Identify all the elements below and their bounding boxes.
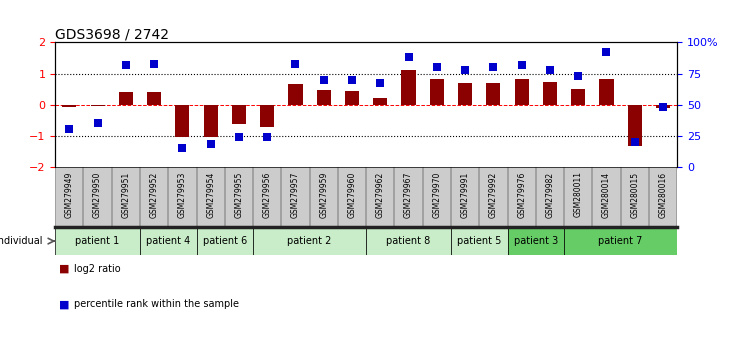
Text: GDS3698 / 2742: GDS3698 / 2742: [55, 27, 169, 41]
Point: [459, 67, 471, 73]
Text: individual: individual: [0, 236, 43, 246]
Text: GSM279954: GSM279954: [206, 171, 215, 218]
Text: patient 4: patient 4: [146, 236, 191, 246]
Text: patient 7: patient 7: [598, 236, 643, 246]
Point: [92, 120, 104, 126]
Bar: [55, 227, 140, 255]
Bar: [147, 92, 161, 104]
Text: GSM279957: GSM279957: [291, 171, 300, 218]
Text: GSM279953: GSM279953: [178, 171, 187, 218]
Text: GSM279952: GSM279952: [149, 171, 159, 218]
Point: [318, 77, 330, 82]
Text: GSM280014: GSM280014: [602, 171, 611, 218]
Point: [63, 126, 75, 132]
Bar: [599, 79, 614, 104]
Point: [261, 134, 273, 139]
Point: [205, 142, 216, 147]
Text: GSM280011: GSM280011: [573, 171, 583, 217]
Bar: [656, 104, 670, 108]
Text: patient 5: patient 5: [457, 236, 501, 246]
Bar: [345, 91, 359, 104]
Point: [657, 104, 669, 110]
Text: GSM279992: GSM279992: [489, 171, 498, 218]
Bar: [366, 227, 451, 255]
Point: [289, 61, 301, 67]
Text: patient 3: patient 3: [514, 236, 558, 246]
Point: [177, 145, 188, 151]
Bar: [402, 70, 416, 104]
Bar: [430, 79, 444, 104]
Text: GSM279970: GSM279970: [432, 171, 442, 218]
Text: patient 2: patient 2: [288, 236, 332, 246]
Point: [629, 139, 640, 145]
Bar: [373, 98, 387, 104]
Point: [573, 73, 584, 79]
Text: log2 ratio: log2 ratio: [74, 264, 120, 274]
Bar: [628, 104, 642, 147]
Text: GSM279951: GSM279951: [121, 171, 130, 218]
Text: GSM279955: GSM279955: [235, 171, 244, 218]
Bar: [204, 104, 218, 137]
Text: patient 6: patient 6: [202, 236, 247, 246]
Point: [516, 62, 528, 68]
Bar: [486, 84, 500, 104]
Bar: [289, 84, 302, 104]
Bar: [564, 227, 677, 255]
Point: [403, 55, 414, 60]
Bar: [118, 92, 133, 104]
Bar: [508, 227, 564, 255]
Text: GSM279959: GSM279959: [319, 171, 328, 218]
Text: percentile rank within the sample: percentile rank within the sample: [74, 299, 238, 309]
Text: GSM279982: GSM279982: [545, 171, 554, 218]
Point: [375, 81, 386, 86]
Text: GSM279949: GSM279949: [65, 171, 74, 218]
Bar: [197, 227, 253, 255]
Text: patient 1: patient 1: [76, 236, 120, 246]
Bar: [543, 81, 557, 104]
Text: GSM279956: GSM279956: [263, 171, 272, 218]
Point: [487, 64, 499, 70]
Bar: [140, 227, 197, 255]
Point: [431, 64, 443, 70]
Text: GSM279991: GSM279991: [461, 171, 470, 218]
Text: GSM279960: GSM279960: [347, 171, 356, 218]
Point: [544, 67, 556, 73]
Text: ■: ■: [59, 299, 69, 309]
Point: [120, 62, 132, 68]
Bar: [63, 104, 77, 107]
Bar: [571, 89, 585, 104]
Point: [601, 50, 612, 55]
Text: ■: ■: [59, 264, 69, 274]
Bar: [175, 104, 189, 137]
Text: patient 8: patient 8: [386, 236, 431, 246]
Bar: [253, 227, 366, 255]
Text: GSM280015: GSM280015: [630, 171, 640, 218]
Text: GSM279967: GSM279967: [404, 171, 413, 218]
Point: [148, 61, 160, 67]
Text: GSM279950: GSM279950: [93, 171, 102, 218]
Bar: [232, 104, 246, 124]
Text: GSM280016: GSM280016: [659, 171, 668, 218]
Bar: [458, 84, 473, 104]
Bar: [260, 104, 275, 127]
Text: GSM279976: GSM279976: [517, 171, 526, 218]
Bar: [91, 104, 105, 106]
Point: [233, 134, 245, 139]
Point: [346, 77, 358, 82]
Bar: [451, 227, 508, 255]
Text: GSM279962: GSM279962: [376, 171, 385, 218]
Bar: [514, 79, 528, 104]
Bar: [316, 90, 330, 104]
